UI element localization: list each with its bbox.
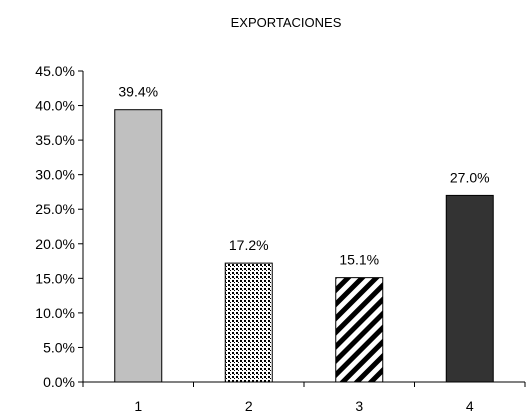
y-tick-label: 35.0% (35, 132, 75, 148)
x-tick-label: 1 (134, 398, 142, 414)
y-tick-label: 5.0% (43, 339, 75, 355)
y-axis-ticks: 0.0% 5.0% 10.0% 15.0% 20.0% 25.0% 30.0% 35.0% 40… (35, 63, 83, 390)
y-tick-label: 25.0% (35, 201, 75, 217)
y-tick-label: 45.0% (35, 63, 75, 79)
bars (114, 109, 494, 383)
data-label-3: 15.1% (339, 252, 379, 268)
y-tick-label: 30.0% (35, 167, 75, 183)
bar-3 (335, 277, 384, 383)
data-labels: 39.4% 17.2% 15.1% 27.0% (118, 84, 489, 268)
y-tick-label: 20.0% (35, 236, 75, 252)
x-tick-label: 2 (245, 398, 253, 414)
chart-title: EXPORTACIONES (231, 15, 342, 30)
x-axis-ticks: 1 2 3 4 (82, 382, 526, 414)
bar-1 (114, 109, 163, 383)
y-tick-label: 40.0% (35, 98, 75, 114)
y-tick-label: 10.0% (35, 305, 75, 321)
data-label-1: 39.4% (118, 84, 158, 100)
x-tick-label: 3 (355, 398, 363, 414)
bar-2 (224, 262, 273, 383)
x-tick-label: 4 (466, 398, 474, 414)
data-label-4: 27.0% (450, 169, 490, 185)
y-tick-label: 15.0% (35, 270, 75, 286)
y-tick-label: 0.0% (43, 374, 75, 390)
bar-4 (445, 194, 494, 383)
data-label-2: 17.2% (229, 237, 269, 253)
